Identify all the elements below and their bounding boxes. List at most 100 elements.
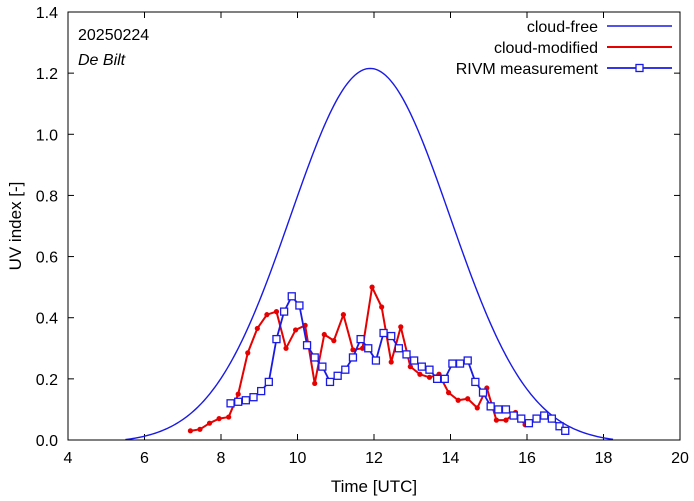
point-rivm-measurement — [341, 365, 350, 374]
point-rivm-measurement — [387, 331, 396, 341]
x-axis-label: Time [UTC] — [331, 477, 417, 496]
point-cloud-modified — [493, 417, 499, 423]
point-cloud-modified — [340, 312, 346, 318]
point-rivm-measurement — [432, 374, 442, 384]
y-tick-label: 1.0 — [36, 127, 58, 144]
y-tick-label: 0.0 — [36, 433, 58, 450]
y-axis-label: UV index [-] — [6, 182, 25, 271]
point-rivm-measurement — [318, 362, 327, 371]
point-rivm-measurement — [364, 344, 373, 353]
point-rivm-measurement — [264, 377, 273, 387]
x-tick-label: 12 — [365, 450, 383, 467]
x-tick-label: 10 — [289, 450, 307, 467]
point-rivm-measurement — [494, 405, 503, 414]
point-rivm-measurement — [272, 334, 281, 344]
point-cloud-modified — [398, 324, 404, 330]
point-cloud-modified — [474, 405, 480, 411]
point-cloud-modified — [407, 364, 413, 370]
point-rivm-measurement — [410, 356, 419, 365]
point-cloud-modified — [206, 420, 213, 426]
point-rivm-measurement — [486, 402, 495, 411]
legend-label-cloud-modified: cloud-modified — [494, 40, 598, 57]
legend-label-cloud-free: cloud-free — [527, 19, 598, 36]
point-cloud-modified — [445, 390, 452, 396]
point-rivm-measurement — [249, 393, 258, 402]
y-tick-label: 0.4 — [36, 311, 58, 328]
point-rivm-measurement — [478, 388, 488, 397]
point-rivm-measurement — [440, 374, 449, 384]
point-cloud-modified — [388, 359, 394, 365]
x-tick-label: 8 — [217, 450, 226, 467]
point-cloud-modified — [312, 380, 318, 387]
series-line-cloud-free — [125, 67, 614, 441]
point-rivm-measurement — [394, 344, 404, 353]
point-rivm-measurement — [241, 396, 251, 405]
x-tick-label: 16 — [518, 450, 536, 467]
point-rivm-measurement — [379, 328, 388, 338]
point-rivm-measurement — [402, 350, 411, 359]
y-tick-label: 0.2 — [36, 372, 58, 389]
point-rivm-measurement — [540, 411, 549, 420]
point-rivm-measurement — [425, 365, 434, 374]
point-cloud-modified — [245, 350, 251, 356]
point-cloud-modified — [254, 325, 260, 332]
point-cloud-modified — [379, 304, 385, 310]
point-cloud-modified — [426, 374, 433, 380]
y-tick-label: 0.8 — [36, 188, 58, 205]
point-rivm-measurement — [471, 377, 480, 387]
point-cloud-modified — [187, 428, 193, 434]
point-cloud-modified — [369, 284, 375, 290]
y-tick-label: 1.2 — [36, 66, 58, 83]
point-rivm-measurement — [417, 362, 426, 371]
x-tick-label: 20 — [671, 450, 689, 467]
point-rivm-measurement — [524, 419, 534, 428]
point-rivm-measurement — [509, 411, 518, 420]
point-cloud-modified — [455, 397, 461, 403]
legend-marker-rivm-measurement — [635, 63, 644, 73]
point-rivm-measurement — [555, 422, 564, 431]
point-rivm-measurement — [302, 341, 312, 350]
point-rivm-measurement — [287, 292, 296, 301]
point-rivm-measurement — [463, 356, 472, 365]
point-cloud-modified — [226, 414, 232, 420]
x-tick-label: 4 — [64, 450, 73, 467]
point-rivm-measurement — [532, 414, 541, 423]
point-rivm-measurement — [325, 377, 335, 387]
point-cloud-modified — [235, 391, 241, 397]
point-cloud-modified — [350, 347, 356, 353]
date-annotation: 20250224 — [78, 27, 149, 44]
point-rivm-measurement — [234, 397, 243, 406]
point-rivm-measurement — [501, 405, 511, 414]
point-cloud-modified — [273, 309, 280, 315]
series-layer — [125, 67, 614, 441]
legend: cloud-free cloud-modified RIVM measureme… — [456, 19, 672, 78]
point-rivm-measurement — [226, 399, 235, 408]
point-cloud-modified — [321, 331, 327, 338]
point-rivm-measurement — [310, 353, 319, 362]
point-rivm-measurement — [295, 301, 304, 310]
point-rivm-measurement — [333, 371, 342, 380]
x-tick-label: 18 — [595, 450, 613, 467]
point-rivm-measurement — [455, 359, 465, 368]
point-rivm-measurement — [257, 386, 266, 396]
point-cloud-modified — [331, 338, 337, 344]
point-rivm-measurement — [279, 307, 289, 316]
point-rivm-measurement — [356, 334, 365, 344]
axis-tick-labels: 4 6 8 10 12 14 16 18 20 0.0 0.2 0.4 0.6 0.8 1.0 1.2 1.4 — [36, 5, 689, 467]
point-rivm-measurement — [371, 356, 381, 365]
point-rivm-measurement — [348, 353, 358, 362]
y-tick-label: 0.6 — [36, 250, 58, 267]
x-tick-label: 14 — [442, 450, 460, 467]
point-cloud-modified — [197, 426, 203, 432]
x-tick-label: 6 — [140, 450, 149, 467]
point-rivm-measurement — [547, 414, 557, 423]
plot-frame — [67, 11, 681, 441]
point-rivm-measurement — [448, 359, 457, 368]
point-rivm-measurement — [517, 414, 526, 423]
point-cloud-modified — [503, 417, 509, 423]
point-cloud-modified — [417, 371, 423, 377]
point-cloud-modified — [216, 416, 222, 422]
y-tick-label: 1.4 — [36, 5, 58, 22]
point-cloud-modified — [465, 396, 471, 402]
